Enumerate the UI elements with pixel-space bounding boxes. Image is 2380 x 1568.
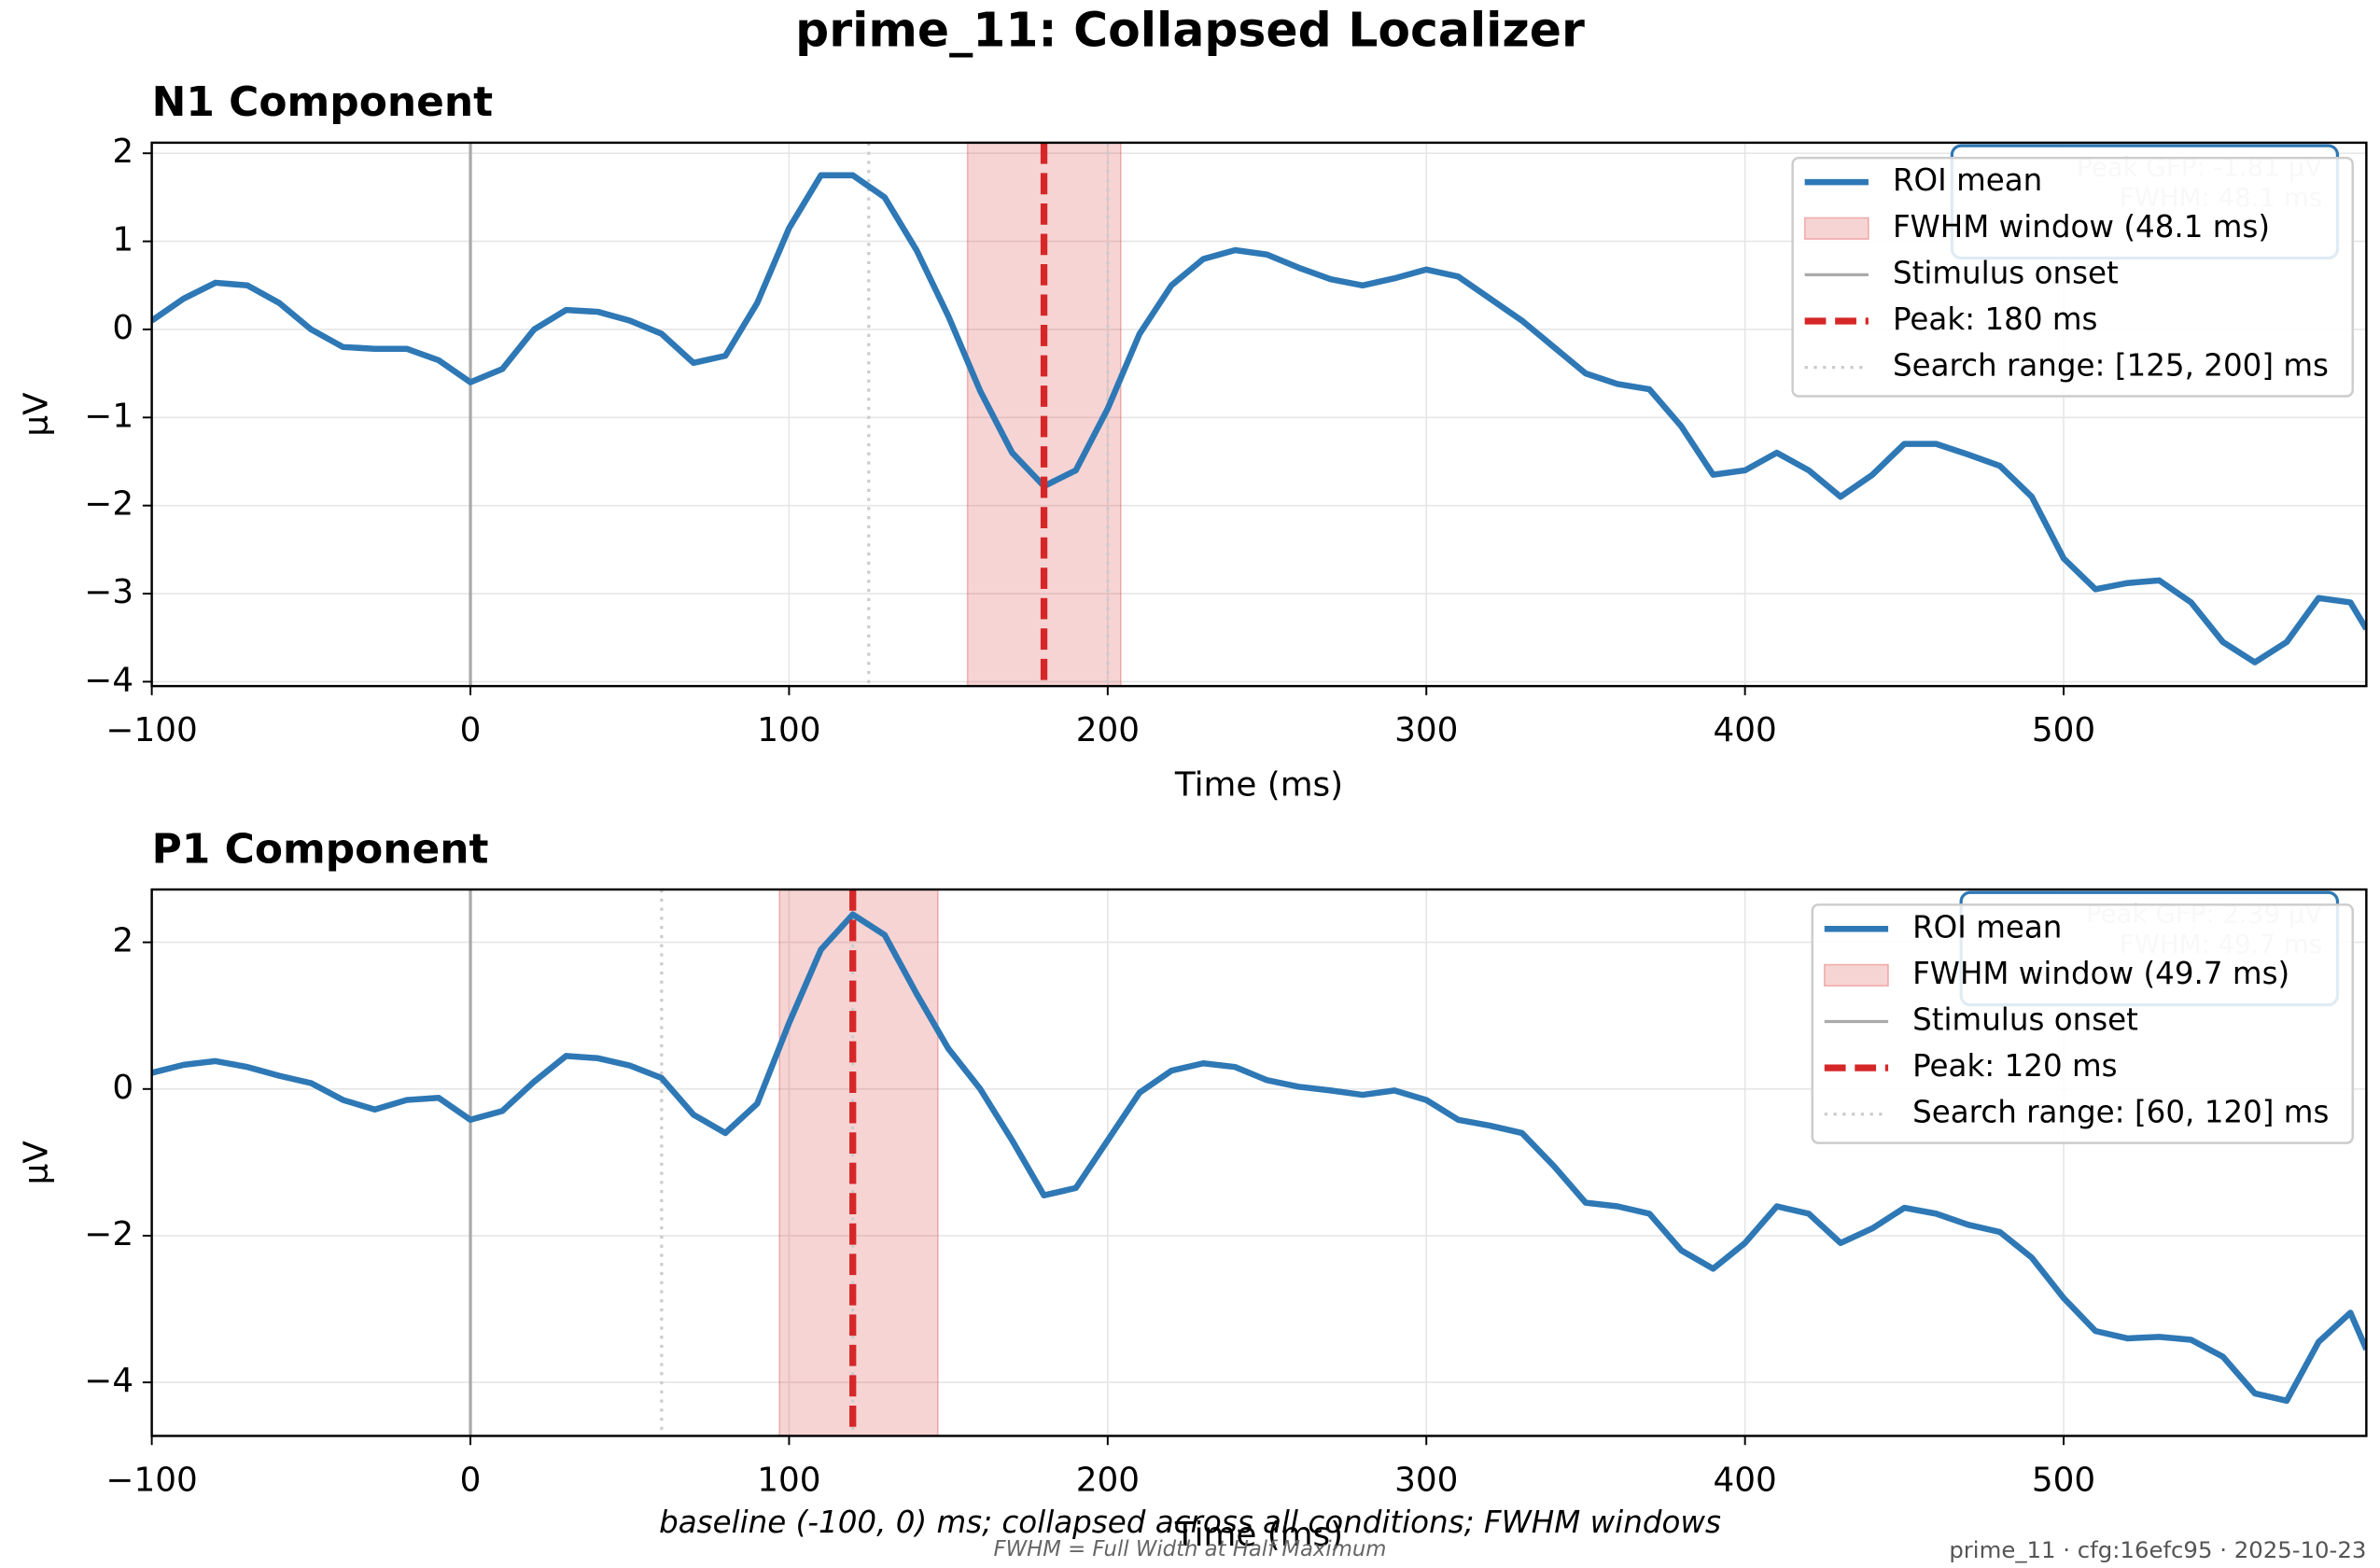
subplot-title: P1 Component <box>152 825 489 873</box>
legend-entry: FWHM window (48.1 ms) <box>1803 209 2270 245</box>
plot-area <box>151 142 2367 687</box>
legend-entry: ROI mean <box>1804 162 2042 198</box>
axes: −100 0 100 200 300 400 500 −4 −3 −2 −1 0 1 2 Time (ms)… <box>18 133 2368 804</box>
y-tick-label: 1 <box>112 221 133 259</box>
axes-frame <box>150 888 2368 1437</box>
y-tick-label: −2 <box>84 485 133 524</box>
x-tick-label: 300 <box>1394 711 1458 749</box>
x-tick-label: 100 <box>757 711 820 749</box>
legend-swatch <box>1823 963 1889 987</box>
plots: N1 Component−100 0 100 200 300 400 500−4−3−2−1… <box>18 78 2368 1554</box>
legend-label: Peak: 180 ms <box>1893 301 2098 337</box>
legend: ROI mean FWHM window (49.7 ms) Stimulus on… <box>1811 903 2354 1144</box>
y-tick-label: −4 <box>84 661 133 699</box>
plot-area <box>151 889 2367 1436</box>
legend-swatch <box>1803 217 1869 240</box>
x-tick-label: 300 <box>1394 1461 1458 1499</box>
y-tick-label: 0 <box>112 309 133 347</box>
y-tick-label: −1 <box>84 397 133 435</box>
legend-entry: Search range: [60, 120] ms <box>1824 1095 2329 1130</box>
x-tick-label: −100 <box>106 711 198 749</box>
legend-label: Peak: 120 ms <box>1912 1048 2118 1084</box>
y-axis-label: µV <box>18 1141 56 1185</box>
fwhm-window <box>778 889 939 1436</box>
legend-entry: FWHM window (49.7 ms) <box>1823 956 2289 991</box>
legend-label: FWHM window (48.1 ms) <box>1893 209 2270 245</box>
legend-entry: Stimulus onset <box>1824 1002 2138 1038</box>
y-tick-label: −4 <box>84 1362 133 1400</box>
legend-label: ROI mean <box>1893 162 2042 198</box>
y-tick-label: −2 <box>84 1215 133 1253</box>
x-axis-label: Time (ms) <box>1174 1516 1343 1554</box>
x-tick-label: 500 <box>2032 711 2095 749</box>
subplot-title: N1 Component <box>152 78 493 126</box>
legend-label: ROI mean <box>1912 909 2062 945</box>
stamp: prime_11 · cfg:16efc95 · 2025-10-23 <box>1949 1536 2366 1563</box>
y-tick-label: 2 <box>112 922 133 960</box>
x-tick-label: 500 <box>2032 1461 2095 1499</box>
y-tick-label: −3 <box>84 573 133 611</box>
legend-label: Search range: [125, 200] ms <box>1893 348 2329 384</box>
roi-line <box>151 172 2367 665</box>
y-tick-label: 0 <box>112 1069 133 1107</box>
x-tick-label: 0 <box>460 1461 482 1499</box>
legend-label: Stimulus onset <box>1893 255 2119 290</box>
figure-title: prime_11: Collapsed Localizer <box>795 2 1585 57</box>
legend-label: Stimulus onset <box>1912 1002 2138 1038</box>
legend-entry: Search range: [125, 200] ms <box>1804 348 2329 384</box>
legend-frame <box>1811 903 2354 1144</box>
axes-frame <box>150 141 2368 688</box>
legend-entry: Stimulus onset <box>1804 255 2119 290</box>
x-tick-label: 200 <box>1076 711 1140 749</box>
legend-entry: Peak: 120 ms <box>1824 1048 2118 1084</box>
caption: baseline (-100, 0) ms; collapsed across … <box>659 1505 1721 1540</box>
x-tick-label: −100 <box>106 1461 198 1499</box>
footnote: FWHM = Full Width at Half Maximum <box>994 1537 1387 1561</box>
x-tick-label: 400 <box>1713 711 1776 749</box>
x-tick-label: 400 <box>1713 1461 1776 1499</box>
roi-line <box>151 911 2367 1405</box>
y-tick-label: 2 <box>112 133 133 171</box>
x-tick-label: 0 <box>460 711 482 749</box>
y-axis-label: µV <box>18 392 56 437</box>
x-tick-label: 100 <box>757 1461 820 1499</box>
x-tick-label: 200 <box>1076 1461 1140 1499</box>
x-axis-label: Time (ms) <box>1174 765 1343 804</box>
legend: ROI mean FWHM window (48.1 ms) Stimulus on… <box>1791 156 2354 398</box>
legend-entry: Peak: 180 ms <box>1804 301 2098 337</box>
legend-label: FWHM window (49.7 ms) <box>1912 956 2289 991</box>
axes: −100 0 100 200 300 400 500 −4 −2 0 2 Time (ms) µV Pea… <box>18 888 2368 1554</box>
legend-entry: ROI mean <box>1824 909 2062 945</box>
legend-frame <box>1791 156 2354 398</box>
legend-label: Search range: [60, 120] ms <box>1912 1095 2329 1130</box>
